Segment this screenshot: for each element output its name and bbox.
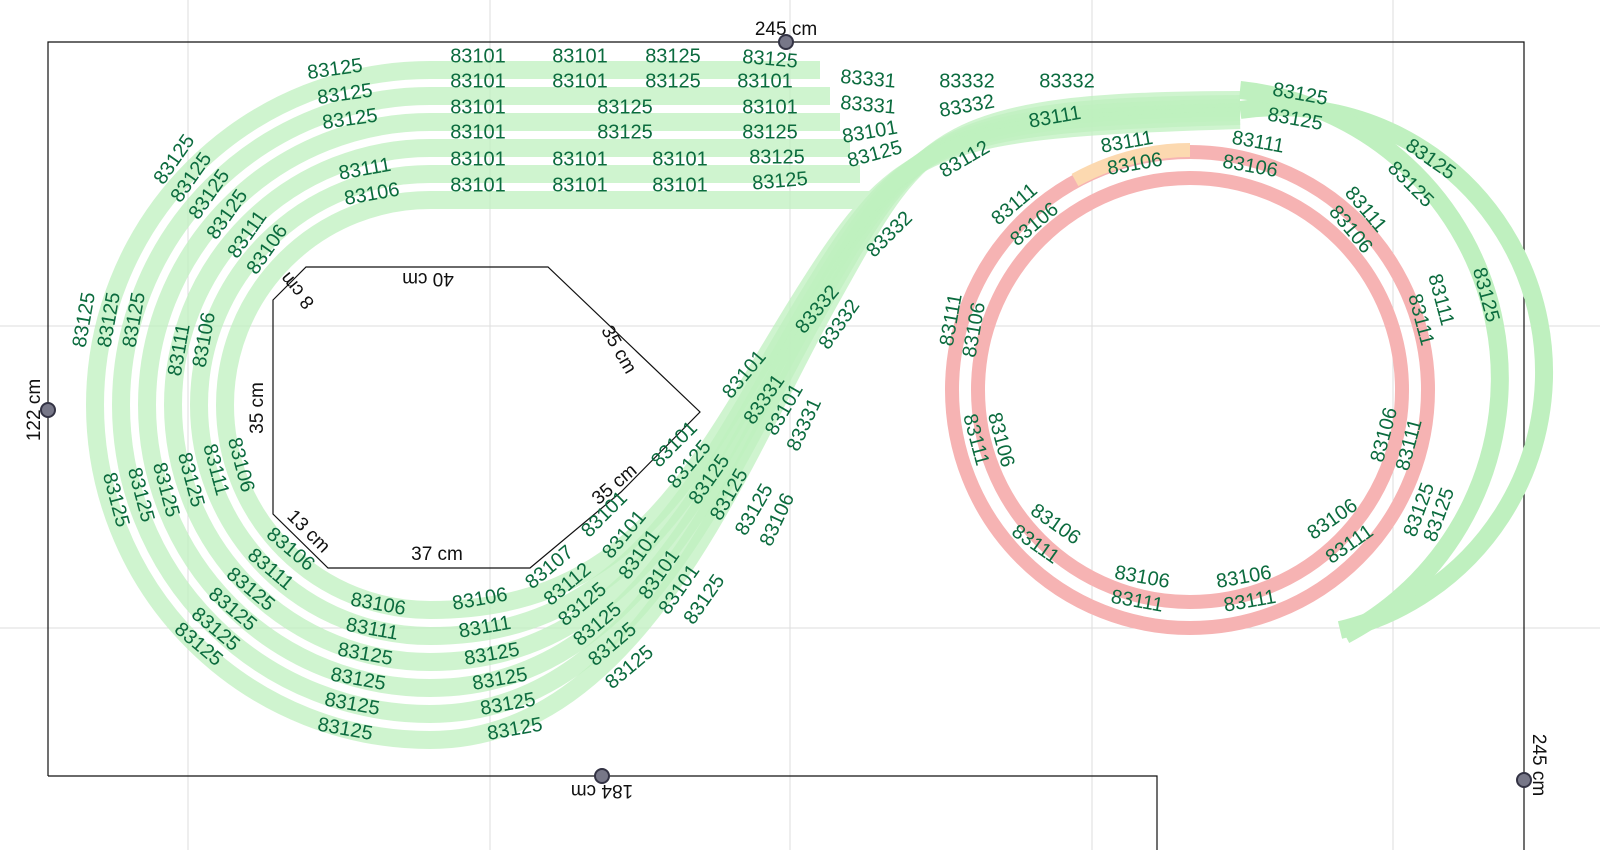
track-piece-label: 83101 — [450, 121, 506, 143]
track-piece-label: 83125 — [751, 168, 808, 195]
track-piece-label: 83331 — [839, 66, 896, 93]
dimension-label: 35 cm — [596, 322, 640, 377]
track-band — [1239, 81, 1509, 643]
dimension-handles — [40, 34, 1532, 788]
dimension-label: 245 cm — [1528, 734, 1549, 796]
track-piece-label: 83125 — [316, 714, 375, 745]
track-band — [1238, 98, 1553, 639]
track-piece-label: 83101 — [450, 70, 506, 92]
track-piece-label: 83331 — [839, 92, 896, 119]
dimension-label: 184 cm — [571, 780, 633, 801]
track-piece-label: 83111 — [164, 322, 195, 378]
track-piece-label: 83125 — [741, 46, 798, 73]
track-piece-label: 83125 — [1468, 265, 1504, 324]
track-piece-label: 83101 — [450, 174, 506, 196]
dimension-label: 37 cm — [411, 544, 463, 565]
track-piece-label: 83125 — [645, 45, 701, 67]
dimension-label: 35 cm — [247, 382, 268, 434]
track-band — [216, 111, 1241, 620]
track-piece-label: 83101 — [552, 45, 608, 67]
track-piece-label: 83101 — [552, 148, 608, 170]
track-piece-label: 83125 — [749, 146, 805, 168]
track-piece-label: 83125 — [486, 714, 545, 745]
dimension-label: 122 cm — [24, 379, 45, 441]
track-layer — [86, 61, 1553, 750]
track-loop — [971, 171, 1409, 609]
track-piece-label: 83332 — [1039, 70, 1095, 92]
track-piece-label: 83101 — [652, 174, 708, 196]
track-piece-label: 83332 — [939, 70, 995, 92]
track-piece-label: 83101 — [652, 148, 708, 170]
track-piece-label: 83101 — [450, 96, 506, 118]
track-piece-label: 83101 — [742, 96, 798, 118]
dimension-label: 245 cm — [755, 19, 817, 40]
track-piece-label: 83101 — [737, 70, 793, 92]
track-selected — [1071, 143, 1191, 187]
track-piece-label: 83125 — [597, 96, 653, 118]
track-piece-label: 83101 — [450, 45, 506, 67]
track-piece-label: 83101 — [552, 174, 608, 196]
track-piece-label: 83125 — [742, 121, 798, 143]
track-piece-label: 83125 — [645, 70, 701, 92]
dimension-label: 40 cm — [402, 268, 454, 289]
track-piece-label: 83101 — [552, 70, 608, 92]
track-piece-label: 83125 — [597, 121, 653, 143]
track-piece-label: 83101 — [450, 148, 506, 170]
